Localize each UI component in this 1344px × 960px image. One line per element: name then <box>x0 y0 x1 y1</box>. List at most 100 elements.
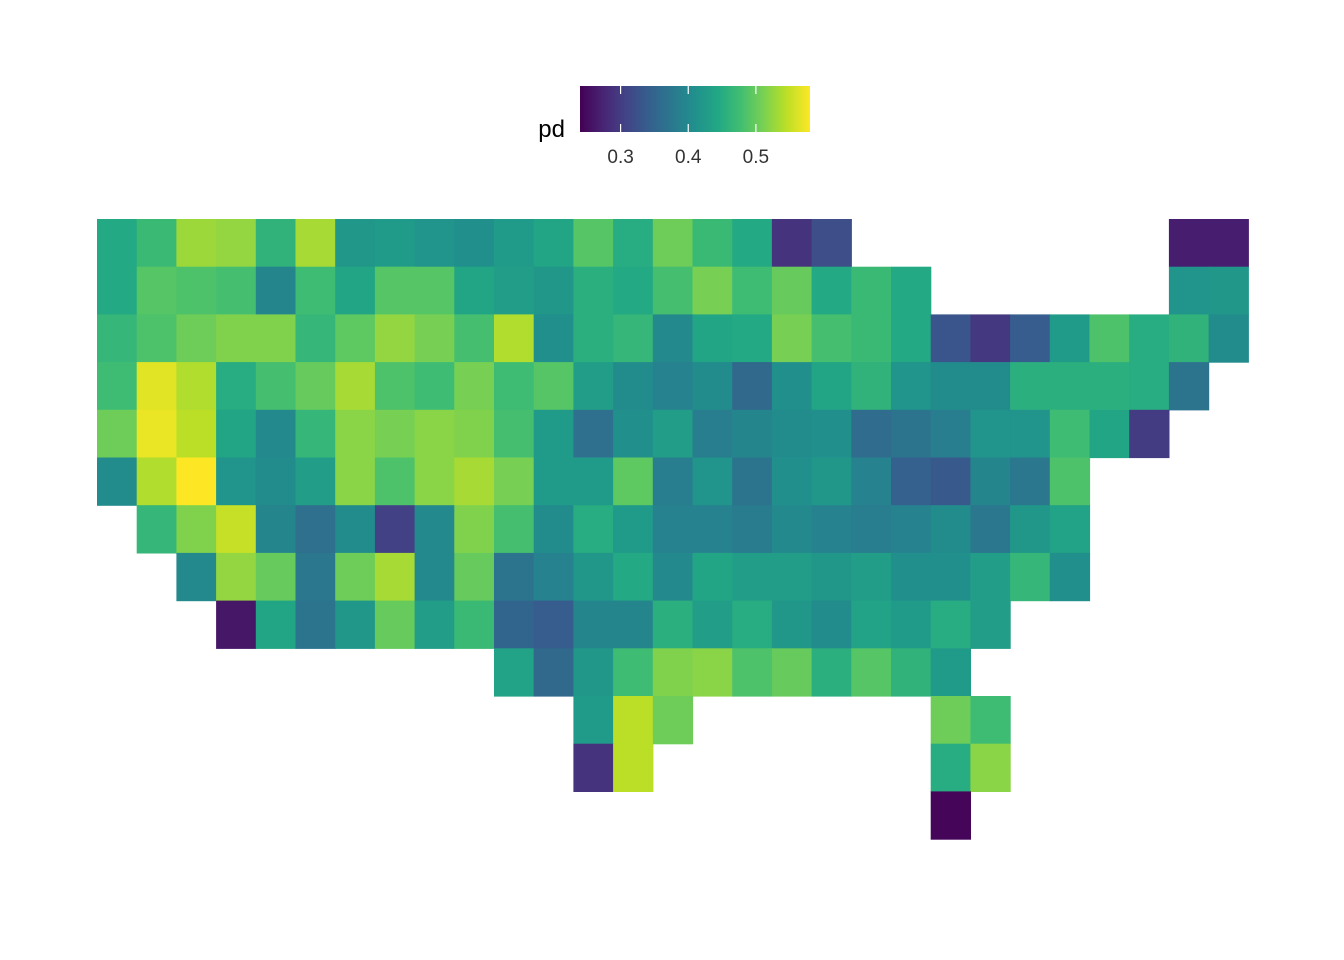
heatmap-cell <box>771 266 813 315</box>
heatmap-cell <box>891 648 932 697</box>
heatmap-cell <box>136 266 177 315</box>
heatmap-cell <box>692 552 733 602</box>
heatmap-cell <box>1049 457 1091 506</box>
heatmap-cell <box>891 505 932 554</box>
heatmap-cell <box>216 505 257 554</box>
heatmap-cell <box>295 457 336 506</box>
heatmap-cell <box>374 314 416 363</box>
heatmap-cell <box>1049 409 1091 459</box>
heatmap-cell <box>1168 314 1210 363</box>
heatmap-cell <box>652 409 694 459</box>
heatmap-cell <box>335 219 376 268</box>
heatmap-cell <box>692 362 733 411</box>
heatmap-cell <box>216 219 257 268</box>
heatmap-cell <box>216 362 257 411</box>
heatmap-cell <box>255 457 297 506</box>
heatmap-cell <box>414 362 455 411</box>
heatmap-cell <box>374 600 416 649</box>
heatmap-cell <box>414 266 455 315</box>
heatmap-cell <box>494 648 535 697</box>
heatmap-cell <box>811 362 852 411</box>
heatmap-cell <box>811 219 852 268</box>
heatmap-cell <box>652 457 694 506</box>
heatmap-cell <box>335 552 376 602</box>
heatmap-cell <box>811 266 852 315</box>
heatmap-cell <box>374 409 416 459</box>
heatmap-cell <box>454 314 495 363</box>
heatmap-cell <box>613 457 654 506</box>
heatmap-cell <box>930 409 971 459</box>
heatmap-cell <box>454 600 495 649</box>
heatmap-cell <box>176 457 217 506</box>
heatmap-cell <box>1049 505 1091 554</box>
heatmap-cell <box>335 362 376 411</box>
heatmap-cell <box>255 600 297 649</box>
heatmap-cell <box>851 314 892 363</box>
heatmap-cell <box>613 600 654 649</box>
heatmap-cell <box>732 505 773 554</box>
heatmap-cell <box>1089 409 1130 459</box>
heatmap-cell <box>930 696 971 745</box>
heatmap-cell <box>811 552 852 602</box>
heatmap-cell <box>374 266 416 315</box>
heatmap-cell <box>454 409 495 459</box>
heatmap-cell <box>970 600 1011 649</box>
heatmap-cell <box>176 219 217 268</box>
heatmap-cell <box>176 552 217 602</box>
heatmap-cell <box>771 600 813 649</box>
heatmap-cell <box>1208 314 1249 363</box>
heatmap-cell <box>692 457 733 506</box>
heatmap-cell <box>454 457 495 506</box>
heatmap-cell <box>1049 314 1091 363</box>
heatmap-cell <box>970 314 1011 363</box>
heatmap-cell <box>176 362 217 411</box>
heatmap-cell <box>652 266 694 315</box>
heatmap-cell <box>255 552 297 602</box>
heatmap-cell <box>255 314 297 363</box>
heatmap-cell <box>692 505 733 554</box>
heatmap-cell <box>573 648 614 697</box>
heatmap-cell <box>216 552 257 602</box>
heatmap-cell <box>414 314 455 363</box>
colorbar-tick-label: 0.4 <box>675 147 702 168</box>
heatmap-cell <box>891 552 932 602</box>
heatmap-cell <box>851 505 892 554</box>
heatmap-cell <box>494 219 535 268</box>
heatmap-cell <box>930 314 971 363</box>
heatmap-cell <box>335 457 376 506</box>
heatmap-cell <box>494 552 535 602</box>
heatmap-cell <box>613 219 654 268</box>
heatmap-cell <box>771 648 813 697</box>
heatmap-cell <box>176 266 217 315</box>
heatmap-cell <box>652 314 694 363</box>
heatmap-cell <box>771 362 813 411</box>
heatmap-cell <box>970 505 1011 554</box>
heatmap-cell <box>692 648 733 697</box>
heatmap-cell <box>136 362 177 411</box>
heatmap-cell <box>573 696 614 745</box>
heatmap-cell <box>136 505 177 554</box>
heatmap-cell <box>1010 314 1051 363</box>
heatmap-cell <box>891 457 932 506</box>
heatmap-cell <box>97 457 138 506</box>
heatmap-cell <box>652 696 694 745</box>
heatmap-cell <box>573 552 614 602</box>
heatmap-cell <box>533 552 574 602</box>
heatmap-cell <box>454 552 495 602</box>
colorbar-tick-label: 0.3 <box>607 147 633 168</box>
heatmap-cell <box>255 505 297 554</box>
heatmap-cell <box>335 505 376 554</box>
heatmap-cell <box>494 362 535 411</box>
heatmap-cell <box>1089 314 1130 363</box>
heatmap-cell <box>414 457 455 506</box>
heatmap-cell <box>176 409 217 459</box>
heatmap-cell <box>335 600 376 649</box>
heatmap-cell <box>255 362 297 411</box>
heatmap-cell <box>1010 409 1051 459</box>
heatmap-cell <box>613 362 654 411</box>
heatmap-cell <box>295 409 336 459</box>
heatmap-cell <box>732 362 773 411</box>
heatmap-cell <box>851 600 892 649</box>
heatmap-cell <box>1168 362 1210 411</box>
